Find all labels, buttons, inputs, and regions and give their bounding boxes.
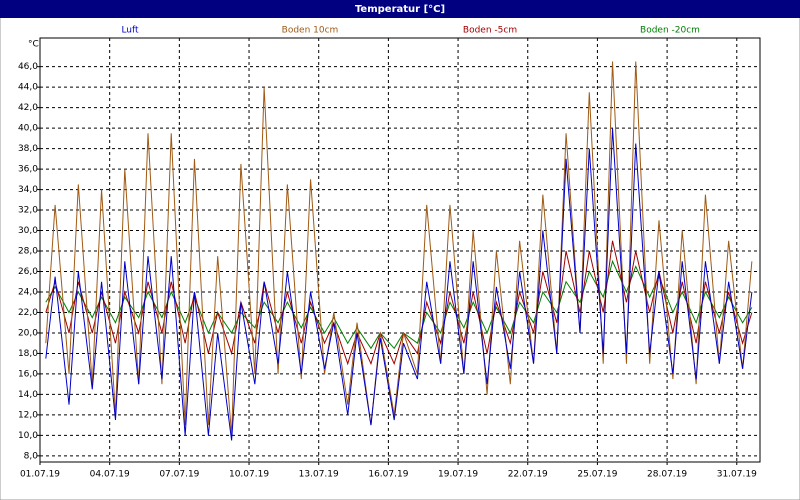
y-tick-label: 42,0	[18, 103, 38, 113]
y-tick-label: 30,0	[18, 226, 38, 236]
y-tick-label: 36,0	[18, 165, 38, 175]
y-tick-label: 34,0	[18, 185, 38, 195]
legend-label: Boden 10cm	[282, 26, 339, 36]
chart-title: Temperatur [°C]	[355, 4, 445, 15]
x-tick-label: 31.07.19	[717, 470, 757, 480]
x-tick-label: 04.07.19	[90, 470, 130, 480]
data-line	[45, 240, 753, 366]
y-tick-label: 46,0	[18, 62, 38, 72]
y-tick-label: 20,0	[18, 328, 38, 338]
x-tick-label: 19.07.19	[438, 470, 478, 480]
data-line	[45, 61, 753, 436]
x-tick-label: 25.07.19	[577, 470, 617, 480]
x-tick-label: 07.07.19	[159, 470, 199, 480]
y-tick-label: 32,0	[18, 206, 38, 216]
y-tick-label: 24,0	[18, 287, 38, 297]
x-tick-label: 28.07.19	[647, 470, 687, 480]
y-axis-label: °C	[28, 40, 39, 50]
x-tick-label: 13.07.19	[299, 470, 339, 480]
x-tick-label: 22.07.19	[508, 470, 548, 480]
data-line	[45, 128, 753, 441]
y-tick-label: 12,0	[18, 410, 38, 420]
y-tick-label: 26,0	[18, 267, 38, 277]
y-tick-label: 10,0	[18, 431, 38, 441]
x-tick-label: 10.07.19	[229, 470, 269, 480]
x-tick-label: 01.07.19	[20, 470, 60, 480]
y-tick-label: 22,0	[18, 308, 38, 318]
legend-label: Boden -20cm	[640, 26, 700, 36]
y-tick-label: 16,0	[18, 369, 38, 379]
y-tick-label: 8,0	[24, 451, 39, 461]
x-tick-label: 16.07.19	[368, 470, 408, 480]
y-tick-label: 28,0	[18, 247, 38, 257]
y-tick-label: 40,0	[18, 124, 38, 134]
y-tick-label: 18,0	[18, 349, 38, 359]
title-bar	[0, 0, 800, 18]
y-tick-label: 14,0	[18, 390, 38, 400]
y-tick-label: 44,0	[18, 83, 38, 93]
legend-label: Boden -5cm	[463, 26, 517, 36]
legend-label: Luft	[121, 26, 139, 36]
data-line	[45, 259, 753, 350]
y-tick-label: 38,0	[18, 144, 38, 154]
